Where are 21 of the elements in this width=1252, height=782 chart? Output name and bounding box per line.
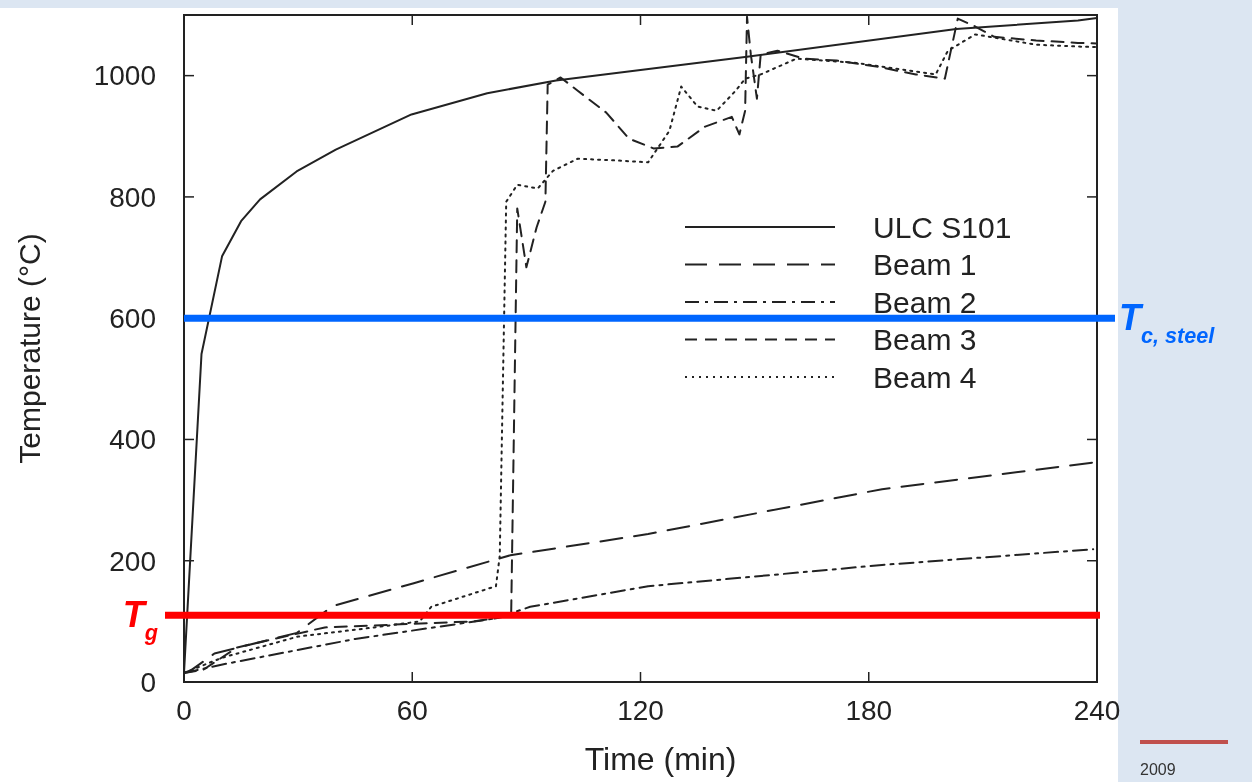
legend-label: Beam 4 [873,360,977,394]
x-tick-label: 120 [617,695,664,726]
text: 2009 [1140,761,1176,778]
y-axis-title: Temperature (°C) [13,233,46,464]
x-tick-label: 0 [176,695,192,726]
ref-line-label: T$_{g}$ [122,594,158,645]
x-tick-label: 180 [845,695,893,726]
y-tick-label: 800 [109,181,156,213]
x-tick-label: 240 [1073,695,1121,726]
y-tick-label: 600 [109,302,156,334]
ref-line-label: T$_{c, steel}$ [1119,297,1216,348]
legend-label: ULC S101 [873,210,1012,244]
legend-label: Beam 2 [873,285,977,319]
legend-label: Beam 1 [873,248,977,281]
x-axis-title: Time (min) [584,741,737,777]
x-tick-label: 60 [396,695,428,726]
legend-label: Beam 3 [873,323,977,356]
y-tick-label: 200 [109,545,156,577]
y-tick-label: 0 [140,666,156,698]
y-tick-label: 1000 [93,60,156,92]
y-tick-label: 400 [109,424,156,456]
